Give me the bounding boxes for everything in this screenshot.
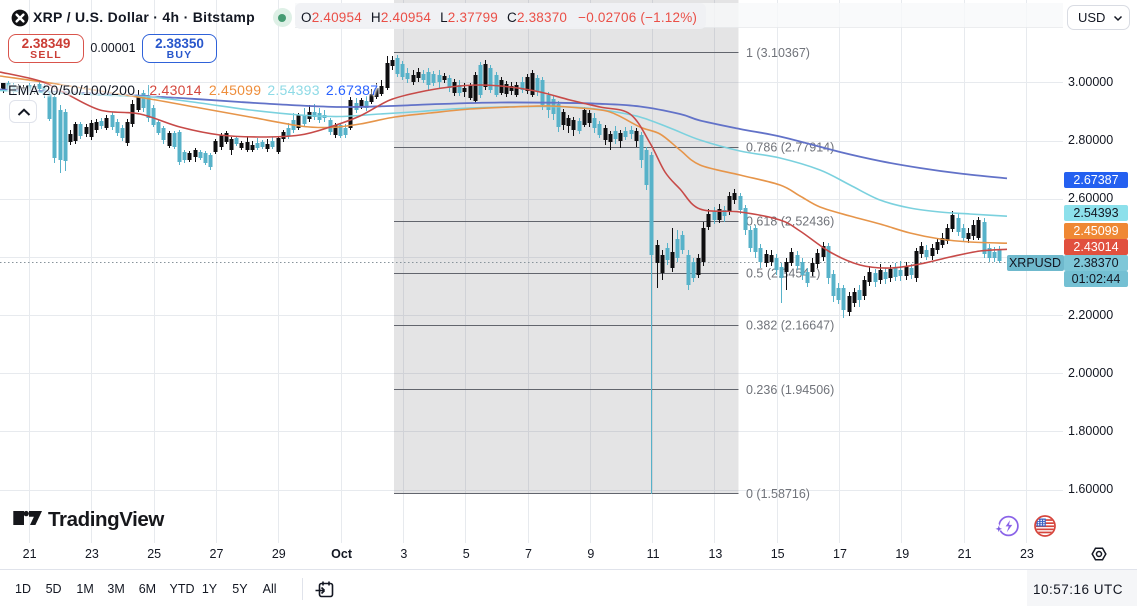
svg-text:0.618 (2.52436): 0.618 (2.52436) [746,215,834,229]
svg-text:0.236 (1.94506): 0.236 (1.94506) [746,383,834,397]
svg-text:0 (1.58716): 0 (1.58716) [746,487,810,501]
svg-text:1 (3.10367): 1 (3.10367) [746,46,810,60]
svg-text:0.382 (2.16647): 0.382 (2.16647) [746,319,834,333]
svg-text:TradingView: TradingView [48,509,164,531]
